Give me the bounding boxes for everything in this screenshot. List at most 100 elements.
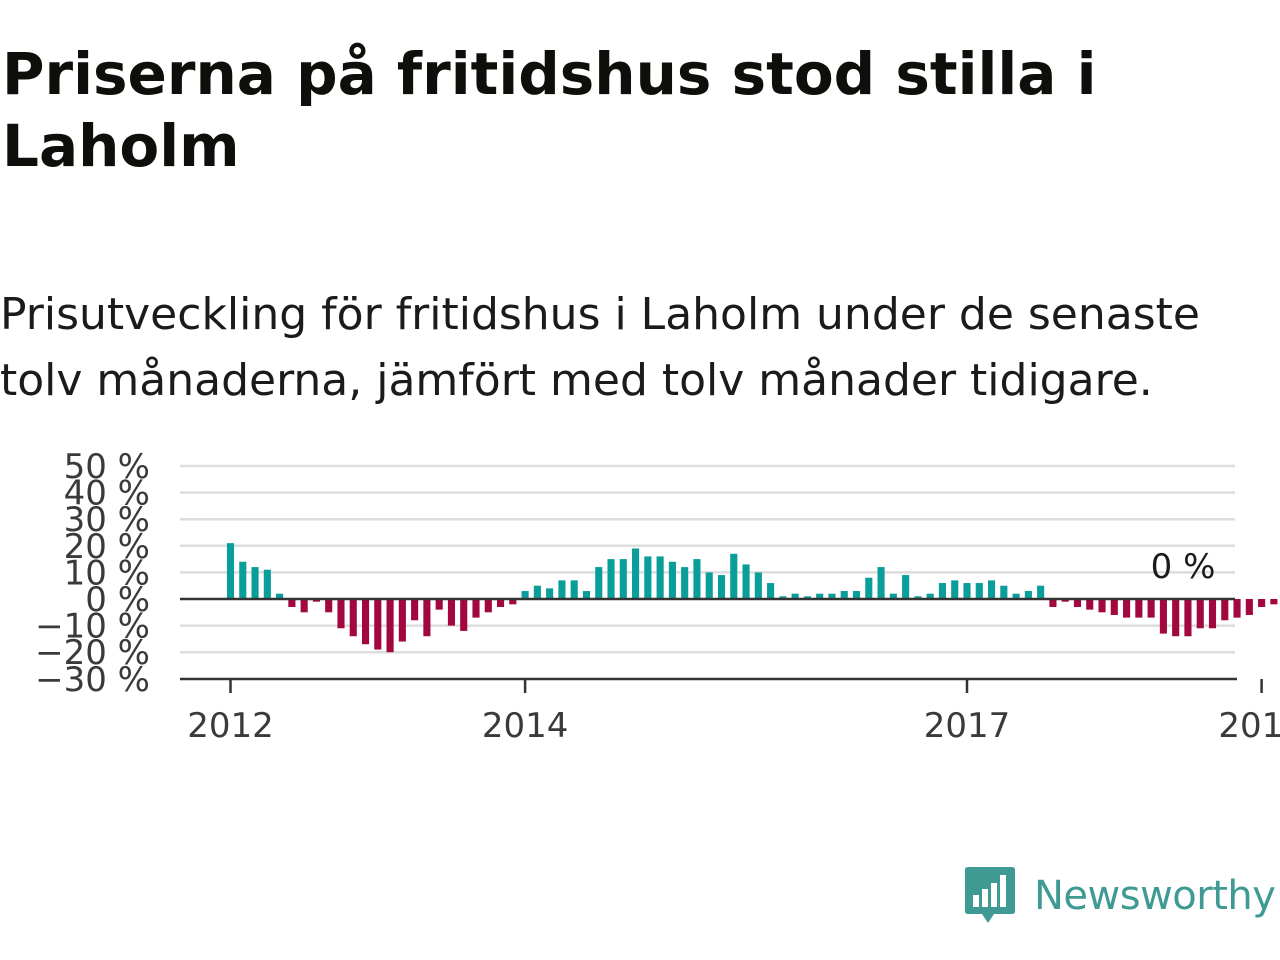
bar bbox=[546, 588, 554, 599]
bar bbox=[374, 599, 382, 650]
bar bbox=[717, 575, 726, 599]
bar bbox=[779, 596, 787, 599]
bar bbox=[803, 596, 811, 599]
bar bbox=[595, 567, 603, 599]
bar bbox=[693, 559, 701, 599]
bar bbox=[1012, 593, 1020, 599]
bar bbox=[460, 599, 468, 631]
bar bbox=[276, 593, 284, 599]
bar bbox=[1270, 599, 1278, 605]
bar bbox=[987, 580, 996, 599]
chart-title: Priserna på fritidshus stod stilla i Lah… bbox=[2, 40, 1097, 180]
chart-subtitle: Prisutveckling för fritidshus i Laholm u… bbox=[0, 289, 1200, 406]
bar bbox=[582, 591, 591, 599]
bar bbox=[423, 599, 431, 637]
bar bbox=[877, 567, 885, 599]
y-tick-label: 40 % bbox=[64, 474, 150, 514]
bar bbox=[1221, 599, 1229, 621]
bar-chart: 50 %40 %30 %20 %10 %0 %−10 %−20 %−30 % 2… bbox=[35, 447, 1280, 740]
bar bbox=[509, 599, 517, 605]
bar bbox=[681, 567, 689, 599]
bar-series bbox=[226, 543, 1278, 653]
bar bbox=[1233, 599, 1241, 618]
bar bbox=[1258, 599, 1266, 607]
bar bbox=[963, 583, 971, 599]
bar bbox=[472, 599, 480, 618]
newsworthy-logo-icon bbox=[965, 867, 1015, 923]
bar bbox=[791, 593, 799, 599]
bar bbox=[533, 585, 541, 599]
bar bbox=[1086, 599, 1094, 610]
bar bbox=[926, 593, 934, 599]
bar bbox=[975, 583, 983, 599]
y-tick-label: −10 % bbox=[35, 607, 150, 647]
x-tick-label: 2012 bbox=[187, 706, 274, 740]
x-axis-ticks: 201220142017201920222024 bbox=[187, 679, 1280, 740]
y-tick-label: 50 % bbox=[64, 447, 150, 487]
x-tick-label: 2014 bbox=[482, 706, 569, 740]
bar bbox=[1098, 599, 1106, 613]
y-tick-label: 0 % bbox=[85, 580, 150, 620]
bar bbox=[644, 556, 652, 599]
bar bbox=[938, 583, 947, 599]
bar bbox=[447, 599, 456, 626]
bar bbox=[263, 569, 271, 599]
brand-name: Newsworthy bbox=[1034, 873, 1276, 919]
bar bbox=[558, 580, 566, 599]
bar bbox=[349, 599, 357, 637]
bar bbox=[1024, 591, 1032, 599]
bar bbox=[251, 567, 259, 599]
bar bbox=[1000, 585, 1008, 599]
bar bbox=[1172, 599, 1180, 637]
bar bbox=[1196, 599, 1204, 629]
bar bbox=[902, 575, 910, 599]
bar bbox=[1037, 585, 1045, 599]
bar bbox=[288, 599, 296, 607]
y-axis-labels: 50 %40 %30 %20 %10 %0 %−10 %−20 %−30 % bbox=[35, 447, 150, 700]
bar bbox=[239, 561, 247, 599]
y-tick-label: 10 % bbox=[64, 553, 150, 593]
bar bbox=[1135, 599, 1143, 618]
bar bbox=[361, 599, 370, 645]
bar bbox=[337, 599, 345, 629]
bar bbox=[1147, 599, 1155, 618]
y-tick-label: −20 % bbox=[35, 633, 150, 673]
bar bbox=[889, 593, 897, 599]
y-tick-label: 30 % bbox=[64, 500, 150, 540]
bar bbox=[226, 543, 235, 599]
bar bbox=[705, 572, 713, 599]
bar bbox=[730, 553, 738, 599]
bar bbox=[828, 593, 836, 599]
bar bbox=[840, 591, 848, 599]
bar bbox=[312, 599, 320, 602]
bar bbox=[570, 580, 578, 599]
bar bbox=[496, 599, 505, 607]
x-tick-label: 2017 bbox=[924, 706, 1011, 740]
latest-value-annotation: 0 % bbox=[1151, 547, 1216, 587]
bar bbox=[1208, 599, 1217, 629]
bar bbox=[1159, 599, 1167, 634]
bar bbox=[1049, 599, 1057, 607]
bar bbox=[521, 591, 529, 599]
bar bbox=[656, 556, 664, 599]
bar bbox=[1061, 599, 1069, 602]
bar bbox=[435, 599, 443, 610]
bar bbox=[767, 583, 775, 599]
bar bbox=[619, 559, 627, 599]
bar bbox=[754, 572, 762, 599]
bar bbox=[632, 548, 640, 599]
bar bbox=[742, 564, 750, 599]
bar bbox=[1184, 599, 1192, 637]
bar bbox=[668, 561, 676, 599]
bar bbox=[1123, 599, 1131, 618]
bar bbox=[484, 599, 492, 613]
bar bbox=[1073, 599, 1082, 607]
bar bbox=[325, 599, 333, 613]
newsworthy-brand: Newsworthy bbox=[964, 864, 1276, 928]
bar bbox=[607, 559, 615, 599]
bar bbox=[386, 599, 394, 653]
x-tick-label: 2019 bbox=[1218, 706, 1280, 740]
bar bbox=[411, 599, 419, 621]
bar bbox=[300, 599, 308, 613]
y-tick-label: 20 % bbox=[64, 527, 150, 567]
